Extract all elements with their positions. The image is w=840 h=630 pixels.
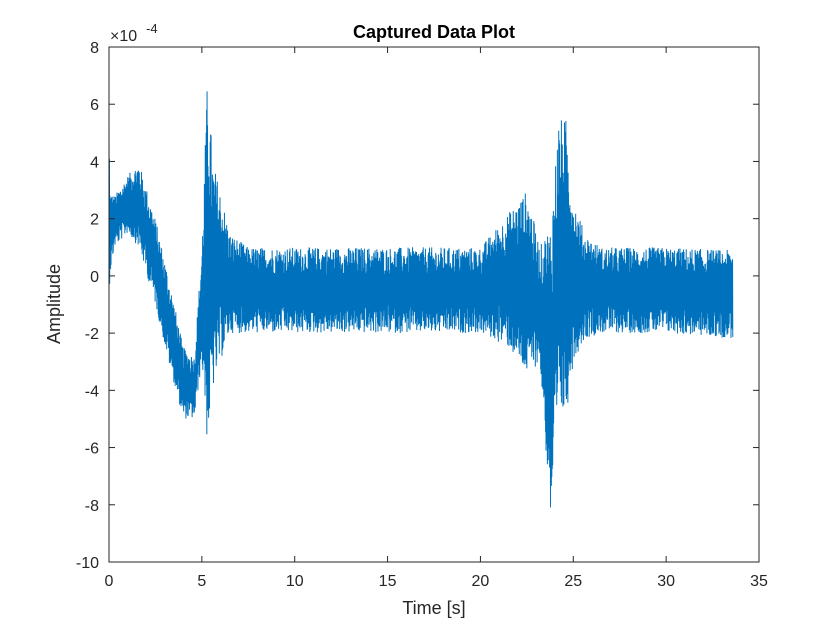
y-tick-label: 6 [90, 97, 99, 114]
x-tick-label: 35 [750, 573, 768, 590]
x-tick-label: 10 [286, 573, 304, 590]
x-axis-label: Time [s] [402, 598, 465, 618]
chart-title: Captured Data Plot [353, 22, 515, 42]
x-tick-label: 25 [564, 573, 582, 590]
y-tick-label: -8 [85, 498, 99, 515]
series-group [109, 91, 734, 508]
x-tick-label: 5 [197, 573, 206, 590]
y-exponent-base: ×10 [110, 28, 137, 45]
y-axis: -10 -8 -6 -4 -2 0 2 4 6 8 [76, 40, 759, 572]
x-tick-label: 20 [472, 573, 490, 590]
series-line [109, 91, 734, 508]
x-tick-label: 15 [379, 573, 397, 590]
y-tick-label: -4 [85, 383, 99, 400]
y-tick-label: -2 [85, 326, 99, 343]
y-tick-label: 0 [90, 269, 99, 286]
y-tick-label: 2 [90, 212, 99, 229]
x-tick-label: 30 [657, 573, 675, 590]
y-exponent-power: -4 [146, 21, 158, 36]
y-tick-label: -10 [76, 555, 99, 572]
y-tick-label: 4 [90, 154, 99, 171]
x-axis: 0 5 10 15 20 25 30 35 [105, 47, 768, 590]
plot-area-frame [108, 46, 760, 563]
x-tick-label: 0 [105, 573, 114, 590]
y-tick-label: -6 [85, 441, 99, 458]
y-axis-label: Amplitude [44, 264, 64, 344]
y-tick-label: 8 [90, 40, 99, 57]
y-exponent-label: ×10 -4 [110, 21, 158, 45]
